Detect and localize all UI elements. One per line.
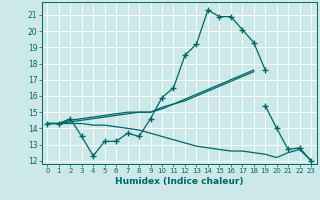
- X-axis label: Humidex (Indice chaleur): Humidex (Indice chaleur): [115, 177, 244, 186]
